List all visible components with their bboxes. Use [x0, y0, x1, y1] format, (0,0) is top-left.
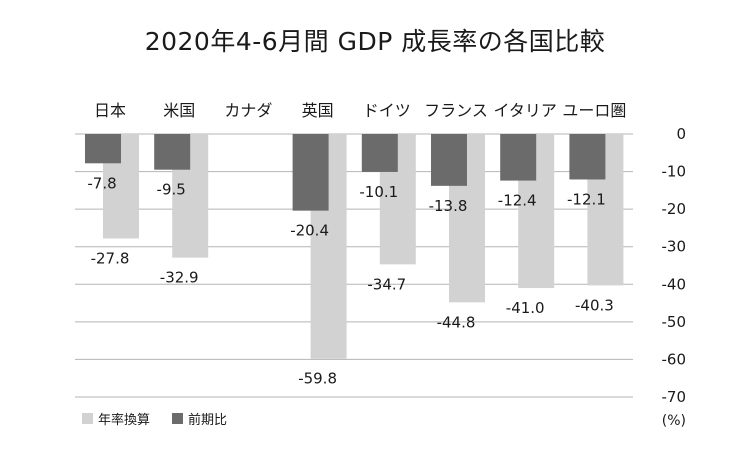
legend-item-annualized: 年率換算 [82, 409, 150, 428]
y-unit-label: (%) [662, 413, 686, 429]
y-tick-label: 0 [676, 125, 686, 143]
bar-qoq [500, 134, 537, 181]
data-label-qoq: -20.4 [290, 222, 329, 240]
legend-label-annualized: 年率換算 [98, 413, 151, 428]
category-label: ドイツ [363, 101, 411, 120]
data-label-qoq: -12.4 [498, 192, 537, 210]
legend-label-qoq: 前期比 [188, 413, 228, 428]
chart-title: 2020年4-6月間 GDP 成長率の各国比較 [144, 27, 606, 56]
y-tick-label: -50 [662, 313, 687, 331]
y-tick-label: -10 [662, 163, 687, 181]
legend-swatch-annualized [82, 413, 93, 424]
bar-qoq [569, 134, 606, 180]
y-tick-label: -60 [662, 350, 687, 368]
category-label: 英国 [302, 101, 334, 120]
data-label-annualized: -27.8 [91, 249, 130, 267]
bar-qoq [361, 134, 398, 172]
category-label: フランス [424, 101, 488, 120]
category-label: 米国 [163, 101, 195, 120]
data-label-annualized: -44.8 [437, 313, 476, 331]
y-tick-label: -40 [662, 275, 687, 293]
bar-qoq [85, 134, 121, 164]
y-tick-label: -20 [662, 200, 687, 218]
data-label-qoq: -12.1 [567, 190, 606, 208]
data-label-annualized: -59.8 [298, 370, 337, 388]
bar-qoq [292, 134, 329, 211]
bar-qoq [154, 134, 191, 170]
data-label-annualized: -32.9 [160, 269, 199, 287]
category-label: イタリア [494, 101, 557, 120]
data-label-qoq: -10.1 [359, 183, 398, 201]
category-label: 日本 [94, 101, 126, 120]
data-label-qoq: -13.8 [429, 197, 468, 215]
data-label-qoq: -7.8 [87, 174, 116, 192]
data-label-annualized: -34.7 [367, 275, 406, 293]
bar-qoq [431, 134, 467, 186]
category-label: カナダ [224, 101, 272, 120]
legend-swatch-qoq [172, 413, 183, 424]
data-label-annualized: -41.0 [506, 299, 545, 317]
legend-item-qoq: 前期比 [172, 409, 227, 428]
data-label-qoq: -9.5 [157, 181, 186, 199]
y-tick-label: -30 [662, 238, 687, 256]
y-tick-label: -70 [662, 388, 687, 406]
data-label-annualized: -40.3 [575, 296, 614, 314]
category-label: ユーロ圏 [562, 101, 626, 120]
